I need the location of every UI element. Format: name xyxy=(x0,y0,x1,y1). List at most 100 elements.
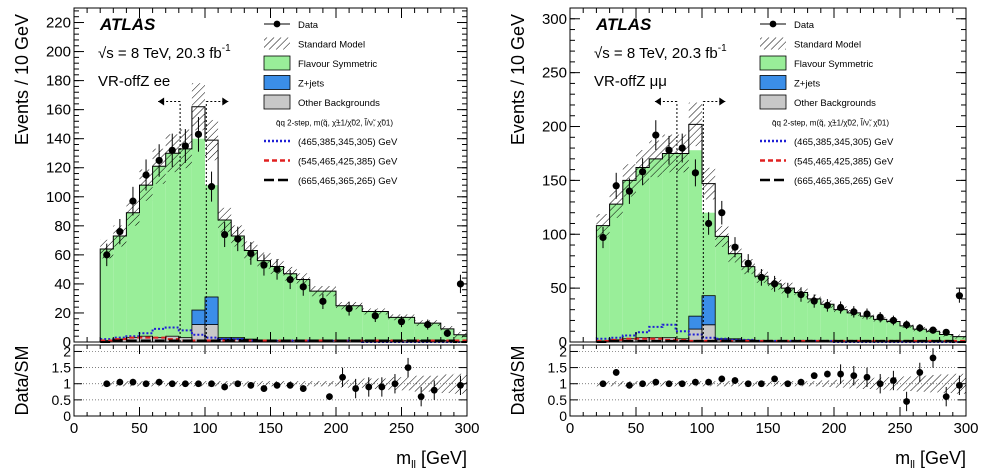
window-arrowhead xyxy=(719,97,726,106)
data-point xyxy=(797,290,805,299)
y-axis-label: Events / 10 GeV xyxy=(12,14,32,145)
fs-bar xyxy=(139,185,153,342)
ratio-uncertainty xyxy=(362,378,389,389)
ratio-y-tick-label: 1.5 xyxy=(548,360,568,376)
legend-zjets-text: Z+jets xyxy=(298,79,324,90)
ratio-point xyxy=(890,377,897,384)
energy-sup: -1 xyxy=(718,43,727,54)
fs-bar xyxy=(596,225,610,342)
ratio-point xyxy=(678,380,686,388)
fs-bar xyxy=(453,334,467,342)
fs-bar xyxy=(296,279,310,342)
data-point xyxy=(116,228,124,236)
legend-data-marker xyxy=(273,20,281,28)
ratio-point xyxy=(626,381,633,389)
fs-bar xyxy=(900,325,914,342)
ratio-point xyxy=(195,380,202,388)
ratio-uncertainty xyxy=(336,379,363,388)
y-tick-label: 20 xyxy=(54,305,71,322)
legend-other-swatch xyxy=(759,94,787,110)
ratio-y-tick-label: 0.5 xyxy=(548,392,568,408)
y-tick-label: 220 xyxy=(46,15,71,32)
other-bar xyxy=(204,324,219,343)
window-arrowhead xyxy=(222,97,229,106)
data-point xyxy=(955,292,964,300)
data-point xyxy=(612,182,620,190)
data-point xyxy=(903,321,911,329)
data-point xyxy=(942,328,950,336)
ratio-uncertainty xyxy=(609,381,623,387)
ratio-y-tick-label: 1 xyxy=(559,376,567,392)
x-axis-label: mll [GeV] xyxy=(895,448,966,471)
ratio-uncertainty xyxy=(309,381,336,387)
ratio-point xyxy=(273,381,281,389)
ratio-uncertainty xyxy=(440,374,454,394)
legend-signal-header: q̄q 2-step, m(q̃, χ̃±1/χ̃02, l̃/ν̃, χ̃01… xyxy=(276,119,393,128)
legend-fs-text: Flavour Symmetric xyxy=(794,59,873,70)
ratio-point xyxy=(876,380,884,388)
y-tick-label: 100 xyxy=(542,226,567,243)
y-tick-label: 100 xyxy=(46,189,71,206)
data-point xyxy=(207,183,216,191)
ratio-point xyxy=(286,381,294,389)
other-bar xyxy=(191,324,206,343)
data-point xyxy=(181,142,189,150)
ratio-y-tick-label: 2 xyxy=(63,343,71,359)
ratio-point xyxy=(208,380,215,388)
fs-bar xyxy=(860,316,874,342)
ratio-y-tick-label: 1.5 xyxy=(52,360,72,376)
y-tick-label: 150 xyxy=(542,172,567,189)
ratio-point xyxy=(391,380,399,388)
experiment-label: ATLAS xyxy=(595,15,652,34)
fs-bar xyxy=(622,180,636,342)
data-point xyxy=(757,273,766,281)
x-tick-label: 150 xyxy=(755,420,780,437)
data-point xyxy=(234,235,242,243)
legend-other-text: Other Backgrounds xyxy=(794,98,876,109)
ratio-point xyxy=(404,364,412,371)
zjets-bar xyxy=(701,295,716,326)
energy-label: √s = 8 TeV, 20.3 fb-1 xyxy=(98,43,231,62)
data-point xyxy=(850,308,858,316)
data-point xyxy=(443,329,451,337)
ratio-y-axis-label: Data/SM xyxy=(12,345,32,415)
fs-bar xyxy=(939,334,953,342)
fs-bar xyxy=(165,153,179,342)
data-point xyxy=(260,261,268,269)
region-label: VR-offZ ee xyxy=(98,73,170,90)
other-bar xyxy=(701,324,716,343)
legend-fs-swatch xyxy=(759,55,787,71)
fs-bar xyxy=(913,329,927,342)
y-tick-label: 50 xyxy=(550,280,567,297)
data-point xyxy=(771,280,779,288)
ratio-point xyxy=(168,380,176,388)
y-tick-label: 0 xyxy=(559,334,567,351)
x-tick-label: 250 xyxy=(389,420,414,437)
legend-sm-swatch xyxy=(264,37,290,50)
fs-bar xyxy=(728,253,742,342)
data-point xyxy=(705,219,713,228)
ratio-point xyxy=(352,385,360,392)
y-tick-label: 120 xyxy=(46,160,71,177)
ratio-point xyxy=(929,354,937,362)
ratio-y-tick-label: 2 xyxy=(559,343,567,359)
legend-sig2-text: (545,465,425,385) GeV xyxy=(794,157,894,168)
legend-signal-header: q̄q 2-step, m(q̃, χ̃±1/χ̃02, l̃/ν̃, χ̃01… xyxy=(772,119,889,128)
fs-bar xyxy=(662,153,676,342)
data-point xyxy=(837,303,845,312)
fs-bar xyxy=(688,150,702,342)
data-point xyxy=(889,316,898,325)
y-tick-label: 40 xyxy=(54,276,71,293)
fs-bar xyxy=(926,331,940,342)
ratio-point xyxy=(116,378,124,386)
y-tick-label: 0 xyxy=(63,334,71,351)
data-point xyxy=(731,243,739,251)
data-point xyxy=(876,313,884,321)
ratio-point xyxy=(956,381,963,389)
ratio-point xyxy=(652,378,660,386)
x-tick-label: 200 xyxy=(323,420,348,437)
legend-sig1-text: (465,385,345,305) GeV xyxy=(298,137,398,148)
energy-label: √s = 8 TeV, 20.3 fb-1 xyxy=(594,43,727,62)
